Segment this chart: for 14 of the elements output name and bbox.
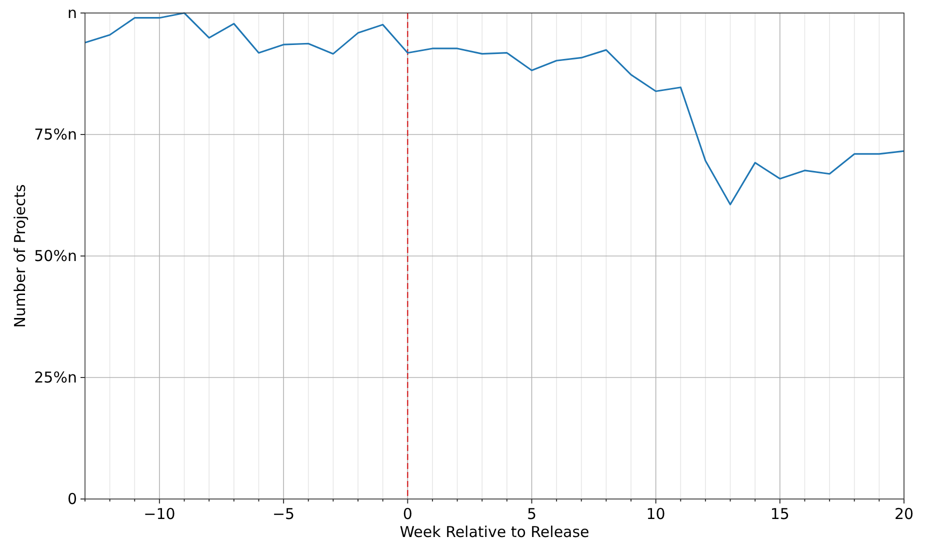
x-tick-label: 5 xyxy=(526,505,536,523)
y-axis-title: Number of Projects xyxy=(11,184,29,328)
y-tick-label: 50%n xyxy=(34,247,77,265)
x-tick-label: −10 xyxy=(144,505,176,523)
x-axis-title: Week Relative to Release xyxy=(400,523,590,541)
y-tick-label: n xyxy=(67,4,77,22)
y-tick-label: 25%n xyxy=(34,368,77,386)
x-tick-label: 0 xyxy=(402,505,412,523)
x-tick-label: 20 xyxy=(894,505,914,523)
x-tick-label: 15 xyxy=(770,505,790,523)
x-tick-label: −5 xyxy=(272,505,295,523)
y-tick-label: 0 xyxy=(67,490,77,508)
y-tick-label: 75%n xyxy=(34,126,77,144)
x-tick-label: 10 xyxy=(646,505,666,523)
